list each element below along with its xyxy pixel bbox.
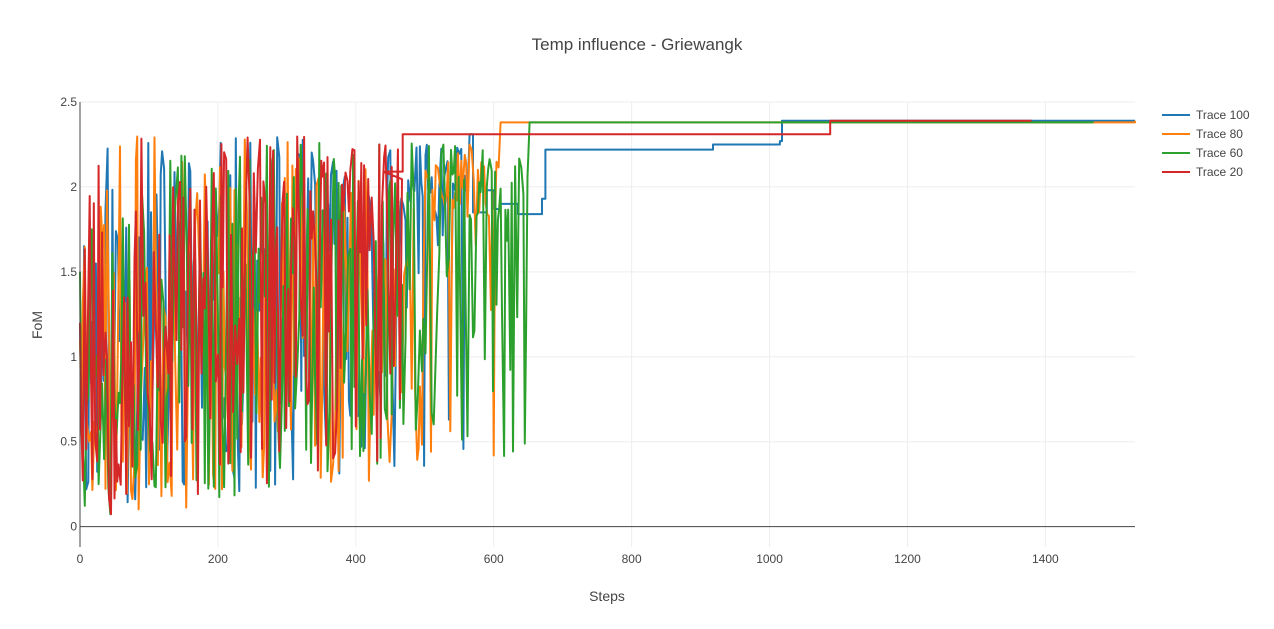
x-tick-label: 1200 <box>894 552 921 566</box>
x-tick-label: 800 <box>622 552 642 566</box>
legend[interactable]: Trace 100 Trace 80 Trace 60 Trace 20 <box>1162 108 1250 179</box>
legend-item[interactable]: Trace 80 <box>1162 127 1243 141</box>
y-axis-title: FoM <box>29 311 45 339</box>
y-tick-label: 1.5 <box>60 265 77 279</box>
legend-item[interactable]: Trace 100 <box>1162 108 1250 122</box>
series-lines <box>79 119 1136 516</box>
x-tick-label: 1000 <box>756 552 783 566</box>
legend-label: Trace 60 <box>1196 146 1243 160</box>
y-tick-label: 2 <box>70 180 77 194</box>
chart-title: Temp influence - Griewangk <box>532 35 743 54</box>
axes: 0 200 400 600 800 1000 1200 1400 0 0.5 1 1.5 2 2.5 <box>60 95 1059 566</box>
legend-item[interactable]: Trace 60 <box>1162 146 1243 160</box>
y-tick-label: 2.5 <box>60 95 77 109</box>
legend-label: Trace 20 <box>1196 165 1243 179</box>
legend-item[interactable]: Trace 20 <box>1162 165 1243 179</box>
y-tick-label: 0.5 <box>60 435 77 449</box>
x-tick-label: 400 <box>346 552 366 566</box>
x-tick-label: 200 <box>208 552 228 566</box>
x-tick-label: 600 <box>484 552 504 566</box>
legend-label: Trace 100 <box>1196 108 1250 122</box>
series-line-3 <box>79 119 1032 516</box>
x-axis-title: Steps <box>589 588 625 604</box>
x-tick-label: 0 <box>77 552 84 566</box>
y-tick-label: 1 <box>70 350 77 364</box>
x-tick-label: 1400 <box>1032 552 1059 566</box>
legend-label: Trace 80 <box>1196 127 1243 141</box>
y-tick-label: 0 <box>70 520 77 534</box>
